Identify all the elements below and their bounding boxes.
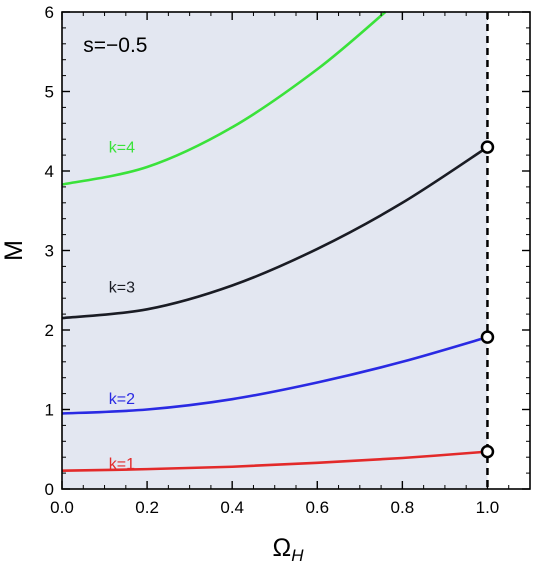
annotation-text: s=−0.5: [83, 34, 147, 57]
series-label-k3: k=3: [109, 280, 135, 297]
y-tick-label: 5: [45, 83, 54, 102]
y-tick-label: 1: [45, 401, 54, 420]
x-tick-label: 0.6: [305, 498, 329, 517]
series-label-k1: k=1: [109, 456, 135, 473]
endpoint-marker-k3: [480, 140, 495, 154]
axis-ticks: 0.0 0.2 0.4 0.6 0.8 1.0 0 1 2 3 4 5 6: [45, 3, 530, 517]
y-tick-label: 6: [45, 3, 54, 22]
endpoint-marker-k1: [480, 444, 495, 459]
series-label-k4: k=4: [109, 140, 135, 157]
y-tick-label: 0: [45, 480, 54, 499]
series-line-k1: [61, 450, 488, 473]
series-label-k2: k=2: [109, 391, 135, 408]
endpoint-marker-k2: [480, 330, 495, 344]
x-axis-label-subscript: H: [291, 546, 304, 565]
x-tick-label: 1.0: [476, 498, 500, 517]
y-axis-label: M: [0, 240, 28, 261]
x-tick-label: 0.4: [220, 498, 244, 517]
curves: [61, 11, 489, 473]
x-tick-label: 0.0: [50, 498, 74, 517]
y-tick-label: 3: [45, 242, 54, 261]
series-labels: k=1 k=2 k=3 k=4: [109, 140, 135, 473]
x-axis-label: ΩH: [273, 534, 305, 565]
series-line-k4: [61, 11, 387, 186]
endpoint-markers: [480, 140, 495, 459]
x-axis-label-main: Ω: [273, 534, 292, 562]
series-line-k3: [61, 146, 489, 320]
x-tick-label: 0.2: [135, 498, 159, 517]
x-tick-label: 0.8: [391, 498, 415, 517]
series-line-k2: [61, 335, 488, 415]
shaded-region: [62, 12, 488, 489]
y-tick-label: 2: [45, 321, 54, 340]
y-tick-label: 4: [45, 162, 54, 181]
